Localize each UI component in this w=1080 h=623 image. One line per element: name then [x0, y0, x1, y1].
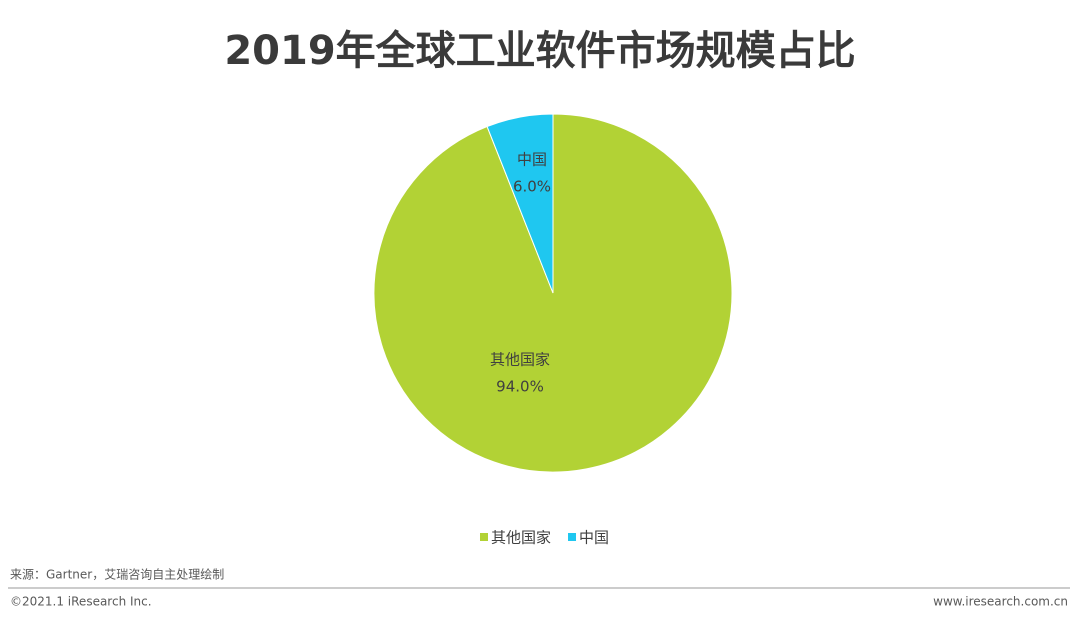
pie-slice	[373, 113, 733, 473]
copyright: ©2021.1 iResearch Inc.	[10, 595, 152, 609]
pie-slice	[486, 113, 554, 294]
legend-swatch	[568, 533, 577, 541]
slice-value-label: 6.0%	[513, 178, 551, 196]
source-note: 来源：Gartner，艾瑞咨询自主处理绘制	[10, 567, 224, 582]
slice-value-label: 94.0%	[496, 378, 544, 396]
legend-swatch	[480, 533, 488, 541]
website: www.iresearch.com.cn	[933, 595, 1068, 609]
legend-label: 其他国家	[491, 529, 551, 547]
legend-label: 中国	[579, 529, 609, 547]
slice-category-label: 中国	[517, 151, 547, 169]
slice-category-label: 其他国家	[490, 351, 550, 369]
chart-title: 2019年全球工业软件市场规模占比	[224, 28, 855, 74]
